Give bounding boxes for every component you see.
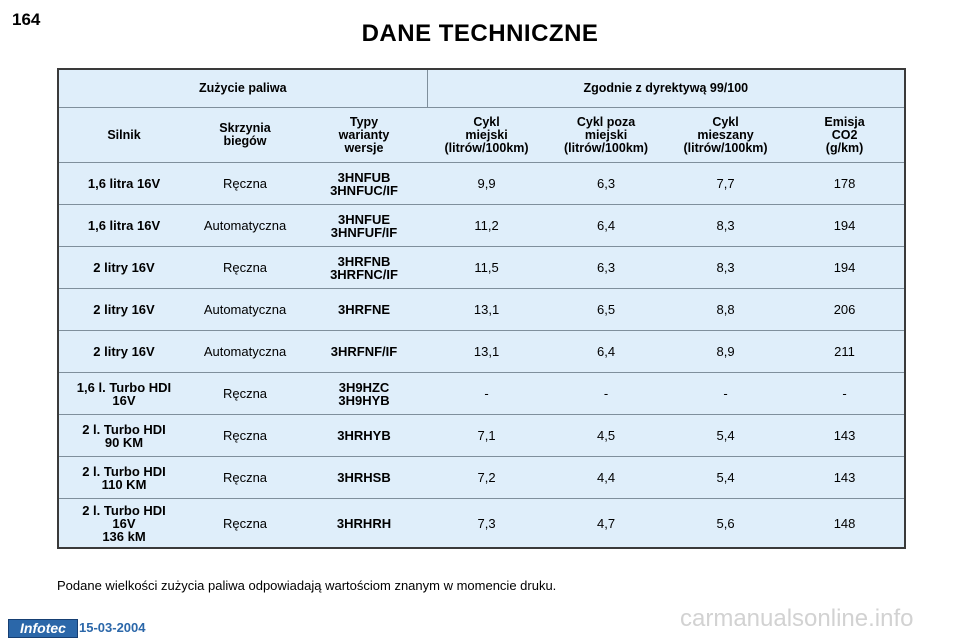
variant-cell: 3HRFNF/IF bbox=[301, 330, 428, 373]
table-column-header: Silnik Skrzynia biegów Typy warianty wersje… bbox=[58, 107, 906, 163]
combined-cell: 7,7 bbox=[666, 162, 786, 205]
variant-cell: 3HRFNB 3HRFNC/IF bbox=[301, 246, 428, 289]
combined-cell: 5,4 bbox=[666, 414, 786, 457]
table-row: 1,6 litra 16V Ręczna 3HNFUB 3HNFUC/IF 9,9 6,3… bbox=[58, 162, 906, 205]
urban-cell: 7,3 bbox=[477, 515, 496, 531]
table-row: 2 l. Turbo HDI 16V 136 kM Ręczna 3HRHRH 7,3 4,… bbox=[58, 499, 905, 549]
engine-cell: 1,6 litra 16V bbox=[58, 204, 189, 247]
extra-urban-cell: 4,4 bbox=[546, 456, 667, 499]
table-row: 1,6 l. Turbo HDI 16V Ręczna 3H9HZC 3H9HYB - - -… bbox=[58, 372, 906, 415]
infotec-logo: Infotec bbox=[8, 619, 78, 638]
gearbox-cell: Ręczna bbox=[189, 456, 301, 499]
table-row: 2 litry 16V Automatyczna 3HRFNE 13,1 6,5 8,8 2… bbox=[58, 288, 906, 331]
gearbox-cell: Automatyczna bbox=[189, 288, 301, 331]
combined-cell: 8,3 bbox=[666, 204, 786, 247]
gearbox-cell: Ręczna bbox=[189, 162, 301, 205]
gearbox-cell: Ręczna bbox=[189, 246, 301, 289]
combined-cell: 5,4 bbox=[666, 456, 786, 499]
urban-cell: 13,1 bbox=[427, 330, 547, 373]
co2-cell: 178 bbox=[785, 162, 906, 205]
co2-cell: 143 bbox=[785, 414, 906, 457]
combined-cell: 5,6 bbox=[716, 515, 735, 531]
combined-cell: 8,3 bbox=[666, 246, 786, 289]
co2-cell: 206 bbox=[785, 288, 906, 331]
combined-cell: - bbox=[666, 372, 786, 415]
gearbox-cell: Ręczna bbox=[222, 515, 268, 531]
column-header-co2: Emisja CO2 (g/km) bbox=[785, 107, 906, 163]
page-title: DANE TECHNICZNE bbox=[361, 20, 599, 47]
gearbox-cell: Ręczna bbox=[189, 414, 301, 457]
table-row: 2 l. Turbo HDI 90 KM Ręczna 3HRHYB 7,1 4,5 5,4… bbox=[58, 414, 906, 457]
co2-cell: 194 bbox=[785, 204, 906, 247]
footnote: Podane wielkości zużycia paliwa odpowiad… bbox=[57, 578, 557, 593]
variant-cell: 3H9HZC 3H9HYB bbox=[301, 372, 428, 415]
co2-cell: 143 bbox=[785, 456, 906, 499]
table-row: 1,6 litra 16V Automatyczna 3HNFUE 3HNFUF/IF… bbox=[58, 204, 906, 247]
urban-cell: - bbox=[427, 372, 547, 415]
table-row: 2 litry 16V Ręczna 3HRFNB 3HRFNC/IF 11,5 6,3 8… bbox=[58, 246, 906, 289]
column-header-gearbox: Skrzynia biegów bbox=[189, 107, 301, 163]
engine-cell: 2 litry 16V bbox=[58, 330, 189, 373]
variant-cell: 3HNFUE 3HNFUF/IF bbox=[301, 204, 428, 247]
extra-urban-cell: 6,4 bbox=[546, 330, 667, 373]
fuel-consumption-table: Zużycie paliwa Zgodnie z dyrektywą 99/10… bbox=[57, 68, 907, 549]
column-header-extra-urban: Cykl poza miejski (litrów/100km) bbox=[546, 107, 667, 163]
gearbox-cell: Automatyczna bbox=[189, 204, 301, 247]
urban-cell: 11,2 bbox=[427, 204, 547, 247]
table-row: 2 l. Turbo HDI 110 KM Ręczna 3HRHSB 7,2 4,4 5,… bbox=[58, 456, 906, 499]
combined-cell: 8,9 bbox=[666, 330, 786, 373]
footer-date: 15-03-2004 bbox=[79, 620, 146, 635]
co2-cell: - bbox=[785, 372, 906, 415]
urban-cell: 13,1 bbox=[427, 288, 547, 331]
table-group-header: Zużycie paliwa Zgodnie z dyrektywą 99/10… bbox=[58, 69, 906, 108]
variant-cell: 3HRFNE bbox=[301, 288, 428, 331]
urban-cell: 7,2 bbox=[427, 456, 547, 499]
urban-cell: 11,5 bbox=[427, 246, 547, 289]
engine-cell: 2 l. Turbo HDI 16V 136 kM bbox=[82, 502, 166, 544]
variant-cell: 3HNFUB 3HNFUC/IF bbox=[301, 162, 428, 205]
engine-cell: 2 litry 16V bbox=[58, 288, 189, 331]
variant-cell: 3HRHRH bbox=[336, 515, 392, 531]
urban-cell: 9,9 bbox=[427, 162, 547, 205]
urban-cell: 7,1 bbox=[427, 414, 547, 457]
extra-urban-cell: - bbox=[546, 372, 667, 415]
column-header-combined: Cykl mieszany (litrów/100km) bbox=[666, 107, 786, 163]
extra-urban-cell: 6,4 bbox=[546, 204, 667, 247]
extra-urban-cell: 6,5 bbox=[546, 288, 667, 331]
column-header-urban: Cykl miejski (litrów/100km) bbox=[427, 107, 547, 163]
group-header-consumption: Zużycie paliwa bbox=[58, 69, 428, 108]
gearbox-cell: Automatyczna bbox=[189, 330, 301, 373]
extra-urban-cell: 4,5 bbox=[546, 414, 667, 457]
table-body: Zużycie paliwa Zgodnie z dyrektywą 99/10… bbox=[58, 69, 906, 549]
co2-cell: 148 bbox=[833, 515, 856, 531]
table-row: 2 litry 16V Automatyczna 3HRFNF/IF 13,1 6,4 8… bbox=[58, 330, 906, 373]
extra-urban-cell: 6,3 bbox=[546, 162, 667, 205]
watermark: carmanualsonline.info bbox=[680, 605, 914, 632]
extra-urban-cell: 6,3 bbox=[546, 246, 667, 289]
engine-cell: 1,6 litra 16V bbox=[58, 162, 189, 205]
engine-cell: 2 litry 16V bbox=[58, 246, 189, 289]
engine-cell: 2 l. Turbo HDI 110 KM bbox=[58, 456, 189, 499]
column-header-engine: Silnik bbox=[58, 107, 189, 163]
extra-urban-cell: 4,7 bbox=[596, 515, 616, 531]
variant-cell: 3HRHYB bbox=[301, 414, 428, 457]
page-number: 164 bbox=[12, 10, 41, 29]
co2-cell: 194 bbox=[785, 246, 906, 289]
variant-cell: 3HRHSB bbox=[301, 456, 428, 499]
column-header-variant: Typy warianty wersje bbox=[301, 107, 428, 163]
gearbox-cell: Ręczna bbox=[189, 372, 301, 415]
combined-cell: 8,8 bbox=[666, 288, 786, 331]
co2-cell: 211 bbox=[785, 330, 906, 373]
group-header-directive: Zgodnie z dyrektywą 99/100 bbox=[427, 69, 906, 108]
engine-cell: 2 l. Turbo HDI 90 KM bbox=[58, 414, 189, 457]
engine-cell: 1,6 l. Turbo HDI 16V bbox=[58, 372, 189, 415]
